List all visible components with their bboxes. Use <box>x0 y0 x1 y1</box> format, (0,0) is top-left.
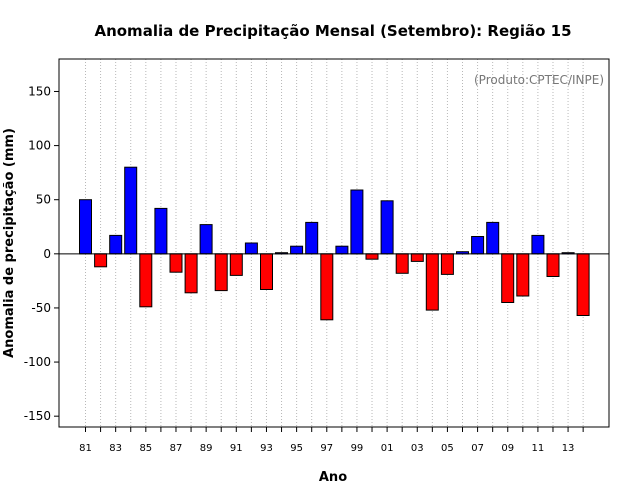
bar-07 <box>471 236 485 255</box>
bar-10 <box>516 253 530 297</box>
x-tick-label: 89 <box>200 443 213 454</box>
y-tick-label: 100 <box>28 139 51 153</box>
bar-03 <box>410 253 424 262</box>
bar-92 <box>244 242 258 255</box>
x-tick-label: 97 <box>320 443 333 454</box>
y-tick-label: 150 <box>28 84 51 98</box>
x-tick-label: 93 <box>260 443 273 454</box>
bar-93 <box>260 253 273 291</box>
bar-82 <box>94 253 108 268</box>
y-axis-label: Anomalia de precipitação (mm) <box>2 128 17 358</box>
x-tick-label: 11 <box>532 443 545 454</box>
y-tick-label: -150 <box>24 409 51 423</box>
bar-96 <box>305 221 319 255</box>
bar-98 <box>335 245 349 255</box>
chart-title: Anomalia de Precipitação Mensal (Setembr… <box>94 22 571 40</box>
x-tick-label: 03 <box>411 443 424 454</box>
x-tick-label: 81 <box>79 443 92 454</box>
x-tick-label: 95 <box>290 443 303 454</box>
bar-12 <box>546 253 560 278</box>
bar-83 <box>109 234 123 255</box>
bar-90 <box>214 253 228 292</box>
x-tick-label: 01 <box>381 443 394 454</box>
x-tick-label: 07 <box>471 443 484 454</box>
bar-88 <box>184 253 198 294</box>
bar-81 <box>79 199 92 255</box>
bar-97 <box>320 253 334 321</box>
bar-99 <box>350 189 364 255</box>
bar-87 <box>169 253 183 273</box>
y-tick-label: -100 <box>24 355 51 369</box>
x-tick-label: 91 <box>230 443 243 454</box>
y-tick-label: 0 <box>43 247 51 261</box>
bar-89 <box>199 224 213 255</box>
y-tick-label: -50 <box>31 301 51 315</box>
x-axis-label: Ano <box>319 470 347 485</box>
bar-95 <box>290 245 304 255</box>
bar-85 <box>139 253 153 308</box>
x-tick-label: 99 <box>351 443 364 454</box>
x-tick-label: 85 <box>139 443 152 454</box>
x-tick-label: 87 <box>170 443 183 454</box>
x-tick-label: 05 <box>441 443 454 454</box>
y-tick-label: 50 <box>36 193 51 207</box>
bar-09 <box>501 253 515 304</box>
bar-11 <box>531 234 545 255</box>
credit-text: (Produto:CPTEC/INPE) <box>474 73 604 87</box>
bar-05 <box>440 253 454 275</box>
bar-08 <box>486 221 500 255</box>
bar-00 <box>365 253 379 260</box>
x-tick-label: 83 <box>109 443 122 454</box>
bar-86 <box>154 207 168 255</box>
bar-04 <box>425 253 439 311</box>
bar-02 <box>395 253 409 274</box>
bar-91 <box>229 253 243 276</box>
bar-14 <box>576 253 590 317</box>
x-tick-label: 13 <box>562 443 575 454</box>
x-axis: 81 83 85 87 89 91 93 95 97 99 01 03 05 07 09 11 13 <box>79 427 584 454</box>
bar-84 <box>124 166 138 255</box>
y-axis: -150 -100 -50 0 50 100 150 <box>24 84 59 423</box>
bar-01 <box>380 200 394 255</box>
plot-frame <box>58 58 610 428</box>
bars <box>79 166 590 321</box>
x-tick-label: 09 <box>501 443 514 454</box>
